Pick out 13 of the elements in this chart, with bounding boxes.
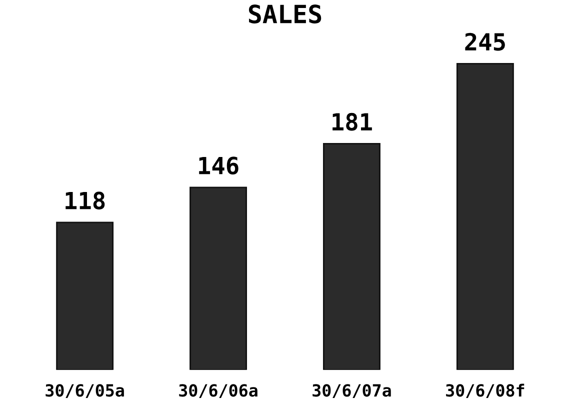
x-tick-label: 30/6/06a — [179, 384, 258, 398]
x-tick-label: 30/6/05a — [46, 384, 124, 398]
bar — [323, 142, 380, 370]
bar — [56, 222, 114, 370]
data-label: 146 — [199, 156, 238, 175]
chart-title: SALES — [248, 4, 322, 24]
x-tick-label: 30/6/08f — [446, 384, 524, 398]
data-label: 118 — [66, 192, 105, 210]
data-label: 181 — [332, 112, 372, 131]
data-label: 245 — [465, 32, 505, 51]
x-tick-label: 30/6/07a — [312, 384, 391, 398]
bar — [190, 186, 247, 370]
bar — [456, 62, 514, 370]
